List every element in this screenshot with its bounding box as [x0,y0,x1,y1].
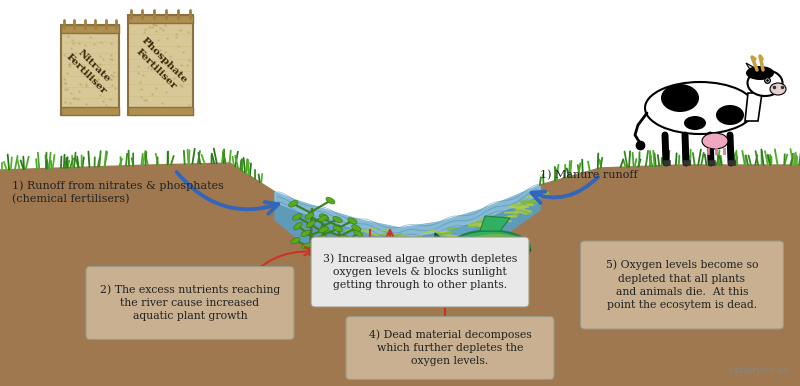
FancyBboxPatch shape [581,241,783,329]
Polygon shape [745,93,762,121]
Ellipse shape [301,230,310,237]
Bar [127,15,193,23]
Ellipse shape [302,243,311,249]
Ellipse shape [770,83,786,95]
Polygon shape [275,185,540,278]
Ellipse shape [289,200,298,207]
Ellipse shape [702,133,728,149]
Text: Nitrate
Fertiliser: Nitrate Fertiliser [64,44,116,96]
Ellipse shape [746,66,774,80]
Polygon shape [0,163,800,386]
Ellipse shape [333,226,342,232]
Text: Phosphate
Fertiliser: Phosphate Fertiliser [131,36,189,94]
Ellipse shape [320,226,330,232]
Ellipse shape [306,220,315,228]
Ellipse shape [716,105,744,125]
Ellipse shape [340,235,350,240]
Ellipse shape [305,213,314,219]
Ellipse shape [317,245,326,251]
Text: 1) Runoff from nitrates & phosphates
(chemical fertilisers): 1) Runoff from nitrates & phosphates (ch… [12,180,224,204]
Ellipse shape [291,238,300,244]
Ellipse shape [684,116,706,130]
Ellipse shape [333,217,342,223]
Text: i-study.co.uk: i-study.co.uk [728,366,790,375]
Ellipse shape [645,82,755,134]
FancyBboxPatch shape [86,266,294,340]
Text: 4) Dead material decomposes
which further depletes the
oxygen levels.: 4) Dead material decomposes which furthe… [369,330,531,366]
Ellipse shape [341,243,350,248]
Ellipse shape [318,215,327,222]
Polygon shape [746,63,755,73]
Ellipse shape [294,222,302,230]
Ellipse shape [422,270,467,284]
FancyBboxPatch shape [61,25,119,115]
Ellipse shape [382,256,418,274]
FancyBboxPatch shape [127,15,193,115]
Ellipse shape [462,234,527,262]
Ellipse shape [450,230,530,266]
Ellipse shape [661,84,699,112]
Ellipse shape [317,235,326,241]
FancyBboxPatch shape [346,317,554,379]
Ellipse shape [354,230,362,237]
Ellipse shape [348,218,357,224]
Ellipse shape [747,70,782,96]
Ellipse shape [318,227,328,233]
Polygon shape [435,233,452,263]
Ellipse shape [326,197,335,204]
FancyBboxPatch shape [311,237,529,307]
Ellipse shape [293,214,302,220]
Text: 2) The excess nutrients reaching
the river cause increased
aquatic plant growth: 2) The excess nutrients reaching the riv… [100,284,280,322]
Polygon shape [480,216,510,231]
Text: 3) Increased algae growth depletes
oxygen levels & blocks sunlight
getting throu: 3) Increased algae growth depletes oxyge… [323,254,517,291]
Ellipse shape [352,225,361,231]
Bar [61,25,119,33]
Ellipse shape [356,243,366,249]
Ellipse shape [416,254,444,269]
Bar [61,107,119,115]
Ellipse shape [318,237,328,243]
Bar [127,107,193,115]
Text: 5) Oxygen levels become so
depleted that all plants
and animals die.  At this
po: 5) Oxygen levels become so depleted that… [606,260,758,310]
Ellipse shape [454,264,476,276]
Polygon shape [275,185,540,238]
Text: 1) Manure runoff: 1) Manure runoff [540,170,638,180]
Ellipse shape [319,214,329,220]
